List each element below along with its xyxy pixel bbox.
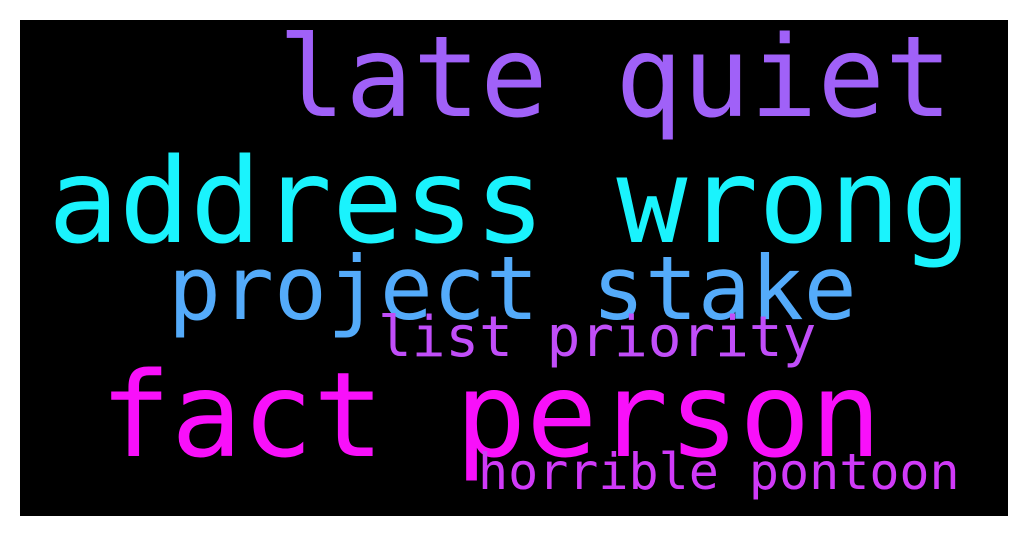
word-late-quiet: late quiet xyxy=(278,20,953,143)
word-project-stake: project stake xyxy=(168,237,857,340)
word-address-wrong: address wrong xyxy=(48,132,972,270)
word-cloud: late quiet address wrong project stake l… xyxy=(20,20,1008,516)
word-horrible-pontoon: horrible pontoon xyxy=(478,443,960,501)
word-fact-person: fact person xyxy=(100,346,882,484)
word-list-priority: list priority xyxy=(378,305,817,370)
